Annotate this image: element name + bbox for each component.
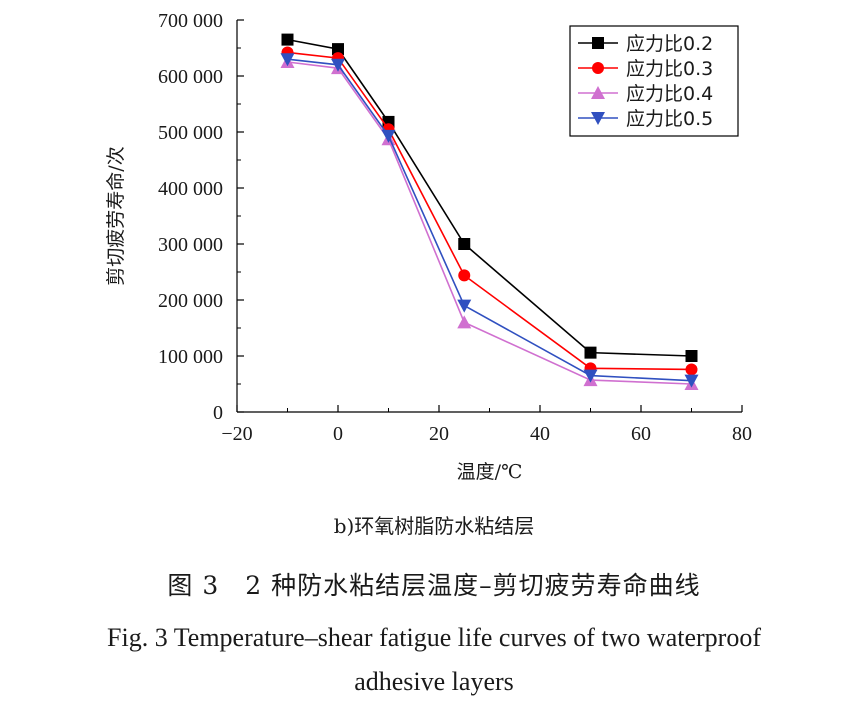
y-tick-label: 400 000 bbox=[158, 178, 223, 200]
data-point bbox=[457, 299, 472, 313]
y-tick-label: 100 000 bbox=[158, 346, 223, 368]
series-line bbox=[287, 58, 692, 382]
legend-item: 应力比0.5 bbox=[578, 108, 713, 130]
legend-marker bbox=[592, 37, 604, 49]
data-point bbox=[458, 269, 471, 282]
data-point bbox=[457, 315, 472, 329]
x-tick-label: 20 bbox=[429, 423, 449, 445]
y-tick-label: 300 000 bbox=[158, 234, 223, 256]
data-point bbox=[280, 53, 295, 67]
x-tick-label: 40 bbox=[530, 423, 550, 445]
figure-caption-english: Fig. 3 Temperature–shear fatigue life cu… bbox=[0, 616, 868, 704]
legend-label: 应力比0.3 bbox=[626, 58, 713, 80]
data-point bbox=[583, 369, 598, 383]
data-point bbox=[685, 350, 698, 362]
series-line bbox=[287, 51, 692, 371]
y-axis-title: 剪切疲劳寿命/次 bbox=[105, 146, 127, 285]
data-point bbox=[684, 374, 699, 388]
y-tick-label: 0 bbox=[213, 402, 223, 424]
legend-item: 应力比0.2 bbox=[578, 33, 713, 55]
data-point bbox=[584, 346, 597, 359]
y-tick-label: 700 000 bbox=[158, 10, 223, 32]
series-1 bbox=[281, 33, 698, 362]
data-point bbox=[685, 363, 698, 376]
legend-marker bbox=[591, 112, 605, 125]
data-point bbox=[332, 43, 344, 56]
figure-caption-english-line1: Fig. 3 Temperature–shear fatigue life cu… bbox=[107, 623, 761, 652]
figure-caption-english-line2: adhesive layers bbox=[354, 667, 514, 696]
legend-label: 应力比0.5 bbox=[626, 108, 713, 130]
subfigure-caption: b)环氧树脂防水粘结层 bbox=[333, 514, 535, 538]
y-tick-label: 200 000 bbox=[158, 290, 223, 312]
data-point bbox=[381, 129, 396, 143]
y-tick-label: 500 000 bbox=[158, 122, 223, 144]
data-point bbox=[281, 33, 294, 46]
legend-marker bbox=[592, 62, 604, 74]
x-tick-label: 80 bbox=[732, 423, 752, 445]
data-point bbox=[458, 238, 471, 250]
series-line bbox=[287, 61, 692, 385]
legend-label: 应力比0.4 bbox=[626, 83, 713, 105]
x-tick-label: −20 bbox=[221, 423, 252, 445]
series-4 bbox=[280, 53, 699, 388]
figure-caption-chinese: 图 3 2 种防水粘结层温度–剪切疲劳寿命曲线 bbox=[167, 571, 701, 600]
legend-label: 应力比0.2 bbox=[626, 33, 713, 55]
x-tick-label: 0 bbox=[333, 423, 343, 445]
series-group bbox=[280, 33, 699, 390]
series-line bbox=[287, 38, 692, 357]
legend-item: 应力比0.3 bbox=[578, 58, 713, 80]
data-point bbox=[331, 58, 345, 72]
x-axis-title: 温度/℃ bbox=[457, 461, 523, 483]
legend-marker bbox=[591, 86, 605, 99]
x-tick-label: 60 bbox=[631, 423, 651, 445]
y-tick-label: 600 000 bbox=[158, 66, 223, 88]
series-2 bbox=[281, 46, 698, 376]
legend-item: 应力比0.4 bbox=[578, 83, 713, 105]
legend: 应力比0.2 应力比0.3 应力比0.4 应力比0.5 bbox=[569, 25, 739, 137]
